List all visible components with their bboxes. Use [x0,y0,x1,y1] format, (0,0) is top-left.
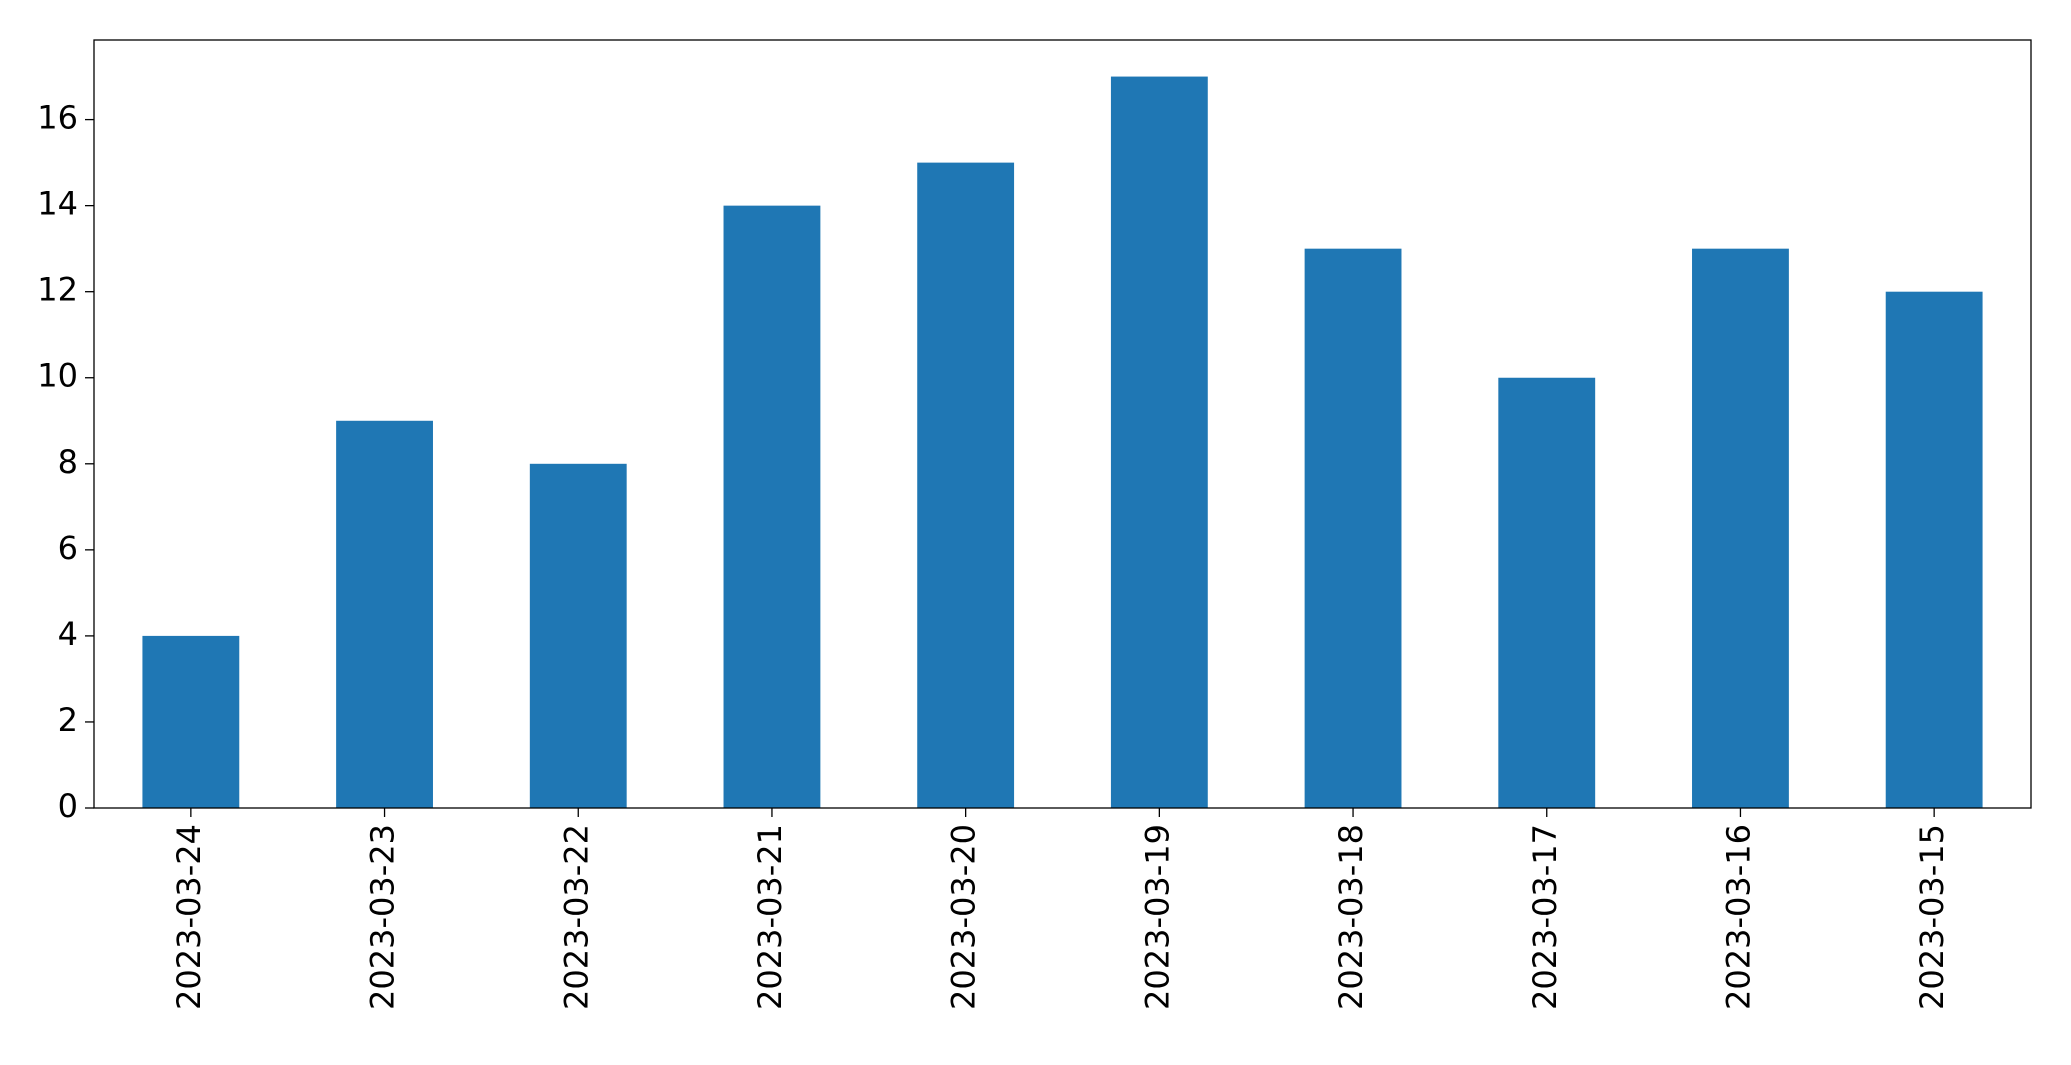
x-tick-label: 2023-03-19 [1138,824,1176,1010]
x-tick-label: 2023-03-24 [170,824,208,1010]
bar [529,463,627,808]
x-tick-label: 2023-03-15 [1913,824,1951,1010]
x-tick-label: 2023-03-21 [751,824,789,1010]
bar [1110,76,1208,809]
x-tick-label: 2023-03-18 [1332,824,1370,1010]
x-tick-label: 2023-03-22 [557,824,595,1010]
bar [1304,248,1402,809]
bar [336,420,433,808]
bar [1885,291,1983,808]
y-tick-label: 16 [37,99,78,137]
x-tick-label: 2023-03-16 [1719,824,1757,1010]
x-tick-label: 2023-03-23 [364,824,402,1010]
bar [723,205,821,808]
y-tick-label: 14 [37,185,78,223]
y-tick-label: 10 [37,357,78,395]
y-tick-label: 6 [58,529,78,567]
y-tick-label: 12 [37,271,78,309]
y-tick-label: 8 [58,443,78,481]
bar [142,635,240,808]
bar [1692,248,1789,809]
bar [917,162,1015,809]
x-tick-label: 2023-03-20 [945,824,983,1010]
y-tick-label: 2 [58,701,78,739]
bar [1498,377,1596,808]
y-tick-label: 4 [58,615,78,653]
y-tick-label: 0 [58,787,78,825]
plot-frame [93,39,2032,809]
x-tick-label: 2023-03-17 [1526,824,1564,1010]
